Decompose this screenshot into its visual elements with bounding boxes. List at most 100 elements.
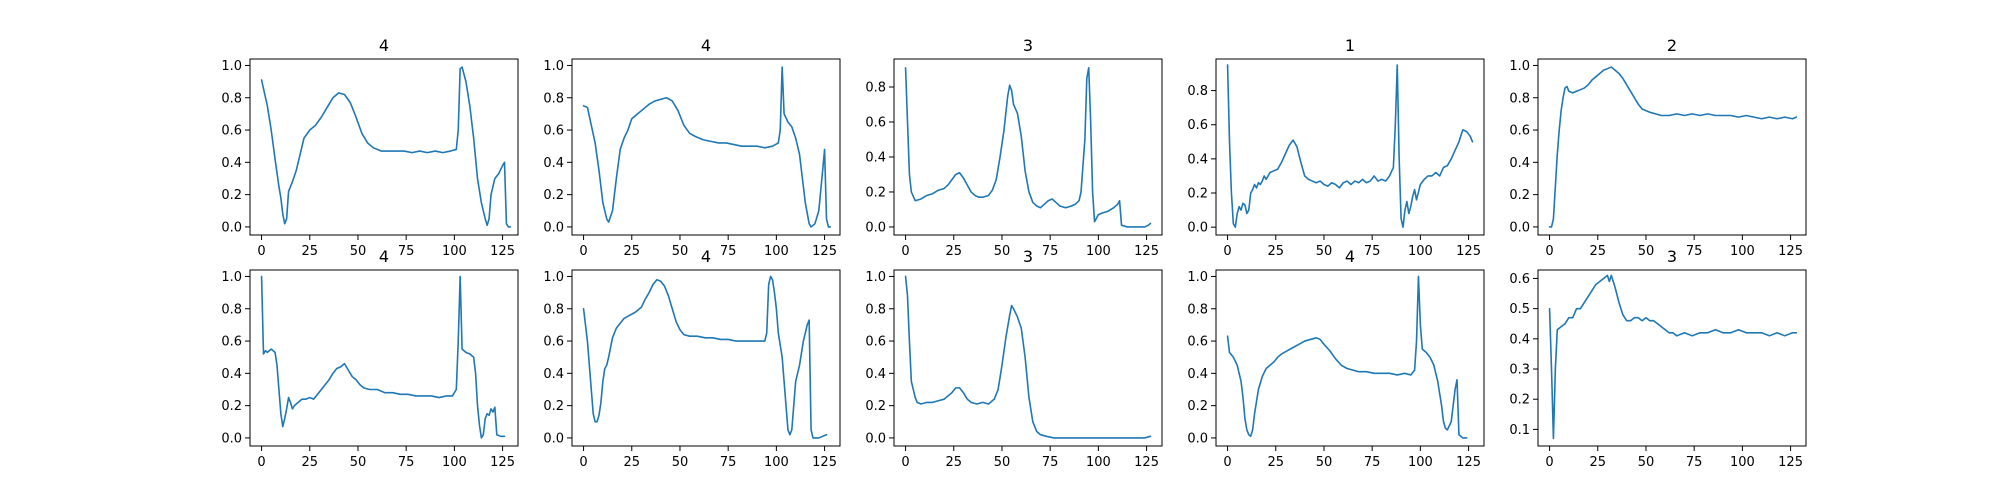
y-tick-label: 0.2 (1509, 393, 1530, 408)
y-tick-label: 0.6 (543, 124, 564, 139)
x-tick-label: 50 (994, 455, 1011, 470)
x-tick-label: 25 (1267, 455, 1284, 470)
y-tick-label: 1.0 (221, 59, 242, 74)
x-tick-label: 75 (1042, 244, 1059, 259)
x-tick-label: 0 (1545, 455, 1553, 470)
y-tick-label: 0.8 (865, 302, 886, 317)
y-tick-label: 0.4 (543, 156, 564, 171)
y-tick-label: 0.6 (865, 115, 886, 130)
y-tick-label: 0.2 (1509, 188, 1530, 203)
y-tick-label: 1.0 (543, 270, 564, 285)
series-line (582, 275, 828, 439)
y-tick-label: 0.4 (1509, 332, 1530, 347)
x-tick-label: 100 (1730, 455, 1755, 470)
y-tick-label: 0.2 (1187, 399, 1208, 414)
subplot-6: 4 0 25 50 75 100 125 0.0 0.2 0.4 0.6 0.8 1.0 (221, 247, 519, 470)
x-tick-label: 50 (1316, 244, 1333, 259)
y-tick-label: 1.0 (865, 270, 886, 285)
series-line (904, 66, 1152, 228)
x-tick-label: 50 (350, 455, 367, 470)
y-tick-label: 1.0 (1509, 59, 1530, 74)
y-tick-label: 0.1 (1509, 423, 1530, 438)
y-tick-label: 0.0 (221, 431, 242, 446)
y-tick-label: 1.0 (543, 59, 564, 74)
y-tick-label: 0.8 (1187, 302, 1208, 317)
series-line (1548, 274, 1798, 440)
x-tick-label: 50 (672, 455, 689, 470)
y-tick-label: 0.8 (543, 91, 564, 106)
series-line (260, 275, 506, 439)
y-tick-label: 0.4 (1509, 156, 1530, 171)
x-tick-label: 25 (623, 244, 640, 259)
x-tick-label: 100 (764, 244, 789, 259)
subplot-7: 4 0 25 50 75 100 125 0.0 0.2 0.4 0.6 0.8 1.0 (543, 247, 841, 470)
subplot-4: 1 0 25 50 75 100 125 0.0 0.2 0.4 0.6 0.8 (1187, 36, 1485, 259)
x-tick-label: 125 (1456, 244, 1481, 259)
y-tick-label: 0.8 (543, 302, 564, 317)
x-tick-label: 0 (257, 455, 265, 470)
y-tick-label: 0.4 (865, 367, 886, 382)
x-tick-label: 75 (398, 244, 415, 259)
subplot-title: 4 (1345, 247, 1355, 266)
y-tick-label: 0.0 (865, 220, 886, 235)
x-tick-label: 100 (1408, 455, 1433, 470)
x-tick-label: 75 (1364, 244, 1381, 259)
y-tick-label: 0.4 (221, 367, 242, 382)
subplot-8: 3 0 25 50 75 100 125 0.0 0.2 0.4 0.6 0.8 1.0 (865, 247, 1163, 470)
axes-frame (1537, 58, 1807, 236)
subplot-title: 3 (1023, 247, 1033, 266)
subplot-1: 4 0 25 50 75 100 125 0.0 0.2 0.4 0.6 0.8 1.0 (221, 36, 519, 259)
y-tick-label: 0.2 (865, 399, 886, 414)
series-line (260, 66, 512, 228)
y-tick-label: 1.0 (1187, 270, 1208, 285)
x-tick-label: 50 (1638, 244, 1655, 259)
x-tick-label: 100 (442, 244, 467, 259)
x-tick-label: 75 (1364, 455, 1381, 470)
y-tick-label: 0.0 (543, 220, 564, 235)
axes-frame (571, 269, 841, 447)
y-tick-label: 0.0 (1187, 431, 1208, 446)
y-tick-label: 0.4 (1187, 367, 1208, 382)
x-tick-label: 25 (301, 244, 318, 259)
axes-frame (1537, 269, 1807, 447)
y-tick-label: 0.2 (543, 188, 564, 203)
x-tick-label: 125 (1456, 455, 1481, 470)
x-tick-label: 50 (994, 244, 1011, 259)
x-tick-label: 75 (720, 455, 737, 470)
x-tick-label: 100 (1086, 244, 1111, 259)
y-tick-label: 0.3 (1509, 363, 1530, 378)
subplot-2: 4 0 25 50 75 100 125 0.0 0.2 0.4 0.6 0.8 1.0 (543, 36, 841, 259)
x-tick-label: 100 (764, 455, 789, 470)
x-tick-label: 0 (257, 244, 265, 259)
x-tick-label: 25 (945, 244, 962, 259)
y-tick-label: 0.8 (221, 91, 242, 106)
y-tick-label: 0.2 (221, 188, 242, 203)
subplot-title: 4 (701, 36, 711, 55)
y-tick-label: 0.6 (221, 335, 242, 350)
axes-frame (249, 58, 519, 236)
y-tick-label: 0.2 (1187, 187, 1208, 202)
x-tick-label: 75 (1686, 244, 1703, 259)
y-tick-label: 0.6 (1187, 118, 1208, 133)
y-tick-label: 0.0 (1187, 221, 1208, 236)
axes-frame (893, 58, 1163, 236)
y-tick-label: 0.6 (865, 335, 886, 350)
x-tick-label: 125 (1778, 455, 1803, 470)
axes-frame (893, 269, 1163, 447)
subplot-title: 4 (379, 247, 389, 266)
x-tick-label: 0 (1223, 455, 1231, 470)
y-tick-label: 0.6 (1509, 124, 1530, 139)
axes-frame (1215, 269, 1485, 447)
y-tick-label: 0.2 (221, 399, 242, 414)
subplot-5: 2 0 25 50 75 100 125 0.0 0.2 0.4 0.6 0.8 1.0 (1509, 36, 1807, 259)
x-tick-label: 0 (579, 455, 587, 470)
y-tick-label: 0.5 (1509, 302, 1530, 317)
y-tick-label: 0.6 (221, 124, 242, 139)
x-tick-label: 75 (398, 455, 415, 470)
axes-frame (249, 269, 519, 447)
x-tick-label: 100 (1730, 244, 1755, 259)
x-tick-label: 25 (1589, 244, 1606, 259)
x-tick-label: 50 (350, 244, 367, 259)
y-tick-label: 0.8 (1509, 91, 1530, 106)
